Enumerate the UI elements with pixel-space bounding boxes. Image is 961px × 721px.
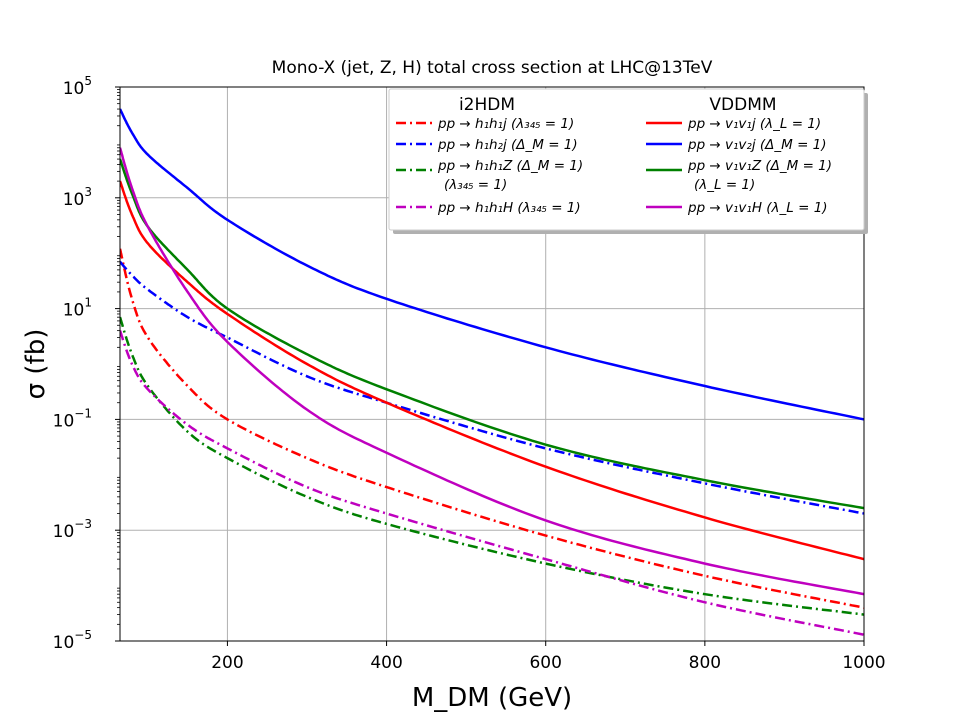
legend-label: pp → h₁h₂j (Δ_M = 1) — [437, 137, 578, 153]
legend-label: pp → v₁v₁Z (Δ_M = 1) — [687, 158, 832, 174]
y-tick-label: 105 — [63, 74, 92, 99]
series-group — [120, 108, 864, 636]
legend-label: pp → h₁h₁j (λ₃₄₅ = 1) — [437, 116, 574, 132]
legend-label: pp → h₁h₁H (λ₃₄₅ = 1) — [437, 200, 581, 216]
series-line-6 — [120, 108, 864, 421]
legend-label: pp → v₁v₂j (Δ_M = 1) — [687, 137, 827, 153]
legend-col1-title: i2HDM — [459, 95, 515, 115]
series-line-2 — [120, 260, 864, 515]
plot-area — [120, 108, 864, 636]
chart-title: Mono-X (jet, Z, H) total cross section a… — [272, 58, 713, 78]
legend-label-cont: (λ_L = 1) — [694, 177, 755, 193]
legend-col2-title: VDDMM — [709, 95, 776, 115]
y-axis-label: σ (fb) — [21, 329, 51, 400]
legend: i2HDM VDDMM pp → h₁h₁j (λ₃₄₅ = 1)pp → h₁… — [388, 88, 868, 234]
plot-frame — [119, 86, 865, 642]
series-line-5 — [120, 180, 864, 561]
x-tick-label: 400 — [370, 653, 402, 673]
legend-label-cont: (λ₃₄₅ = 1) — [444, 177, 507, 193]
legend-label: pp → v₁v₁j (λ_L = 1) — [687, 116, 821, 132]
x-tick-label: 200 — [211, 653, 243, 673]
ticks: 200 400 600 800 1000 10−5 10−3 10−1 101 103 105 — [53, 74, 886, 673]
series-line-7 — [120, 158, 864, 510]
series-line-3 — [120, 316, 864, 616]
legend-entries: pp → h₁h₁j (λ₃₄₅ = 1) pp → h₁h₂j (Δ_M = 1… — [396, 116, 832, 216]
legend-box — [388, 88, 865, 231]
x-tick-label: 600 — [529, 653, 561, 673]
x-tick-label: 1000 — [842, 653, 885, 673]
y-tick-label: 10−5 — [53, 628, 92, 653]
y-tick-label: 10−3 — [53, 517, 92, 542]
y-tick-label: 101 — [63, 296, 92, 321]
series-line-8 — [120, 147, 864, 596]
series-line-4 — [120, 330, 864, 636]
x-tick-label: 800 — [689, 653, 721, 673]
y-tick-label: 10−1 — [53, 406, 92, 431]
y-tick-label: 103 — [63, 185, 92, 210]
legend-label: pp → v₁v₁H (λ_L = 1) — [687, 200, 828, 216]
legend-label: pp → h₁h₁Z (Δ_M = 1) — [437, 158, 583, 174]
x-axis-label: M_DM (GeV) — [412, 683, 572, 713]
